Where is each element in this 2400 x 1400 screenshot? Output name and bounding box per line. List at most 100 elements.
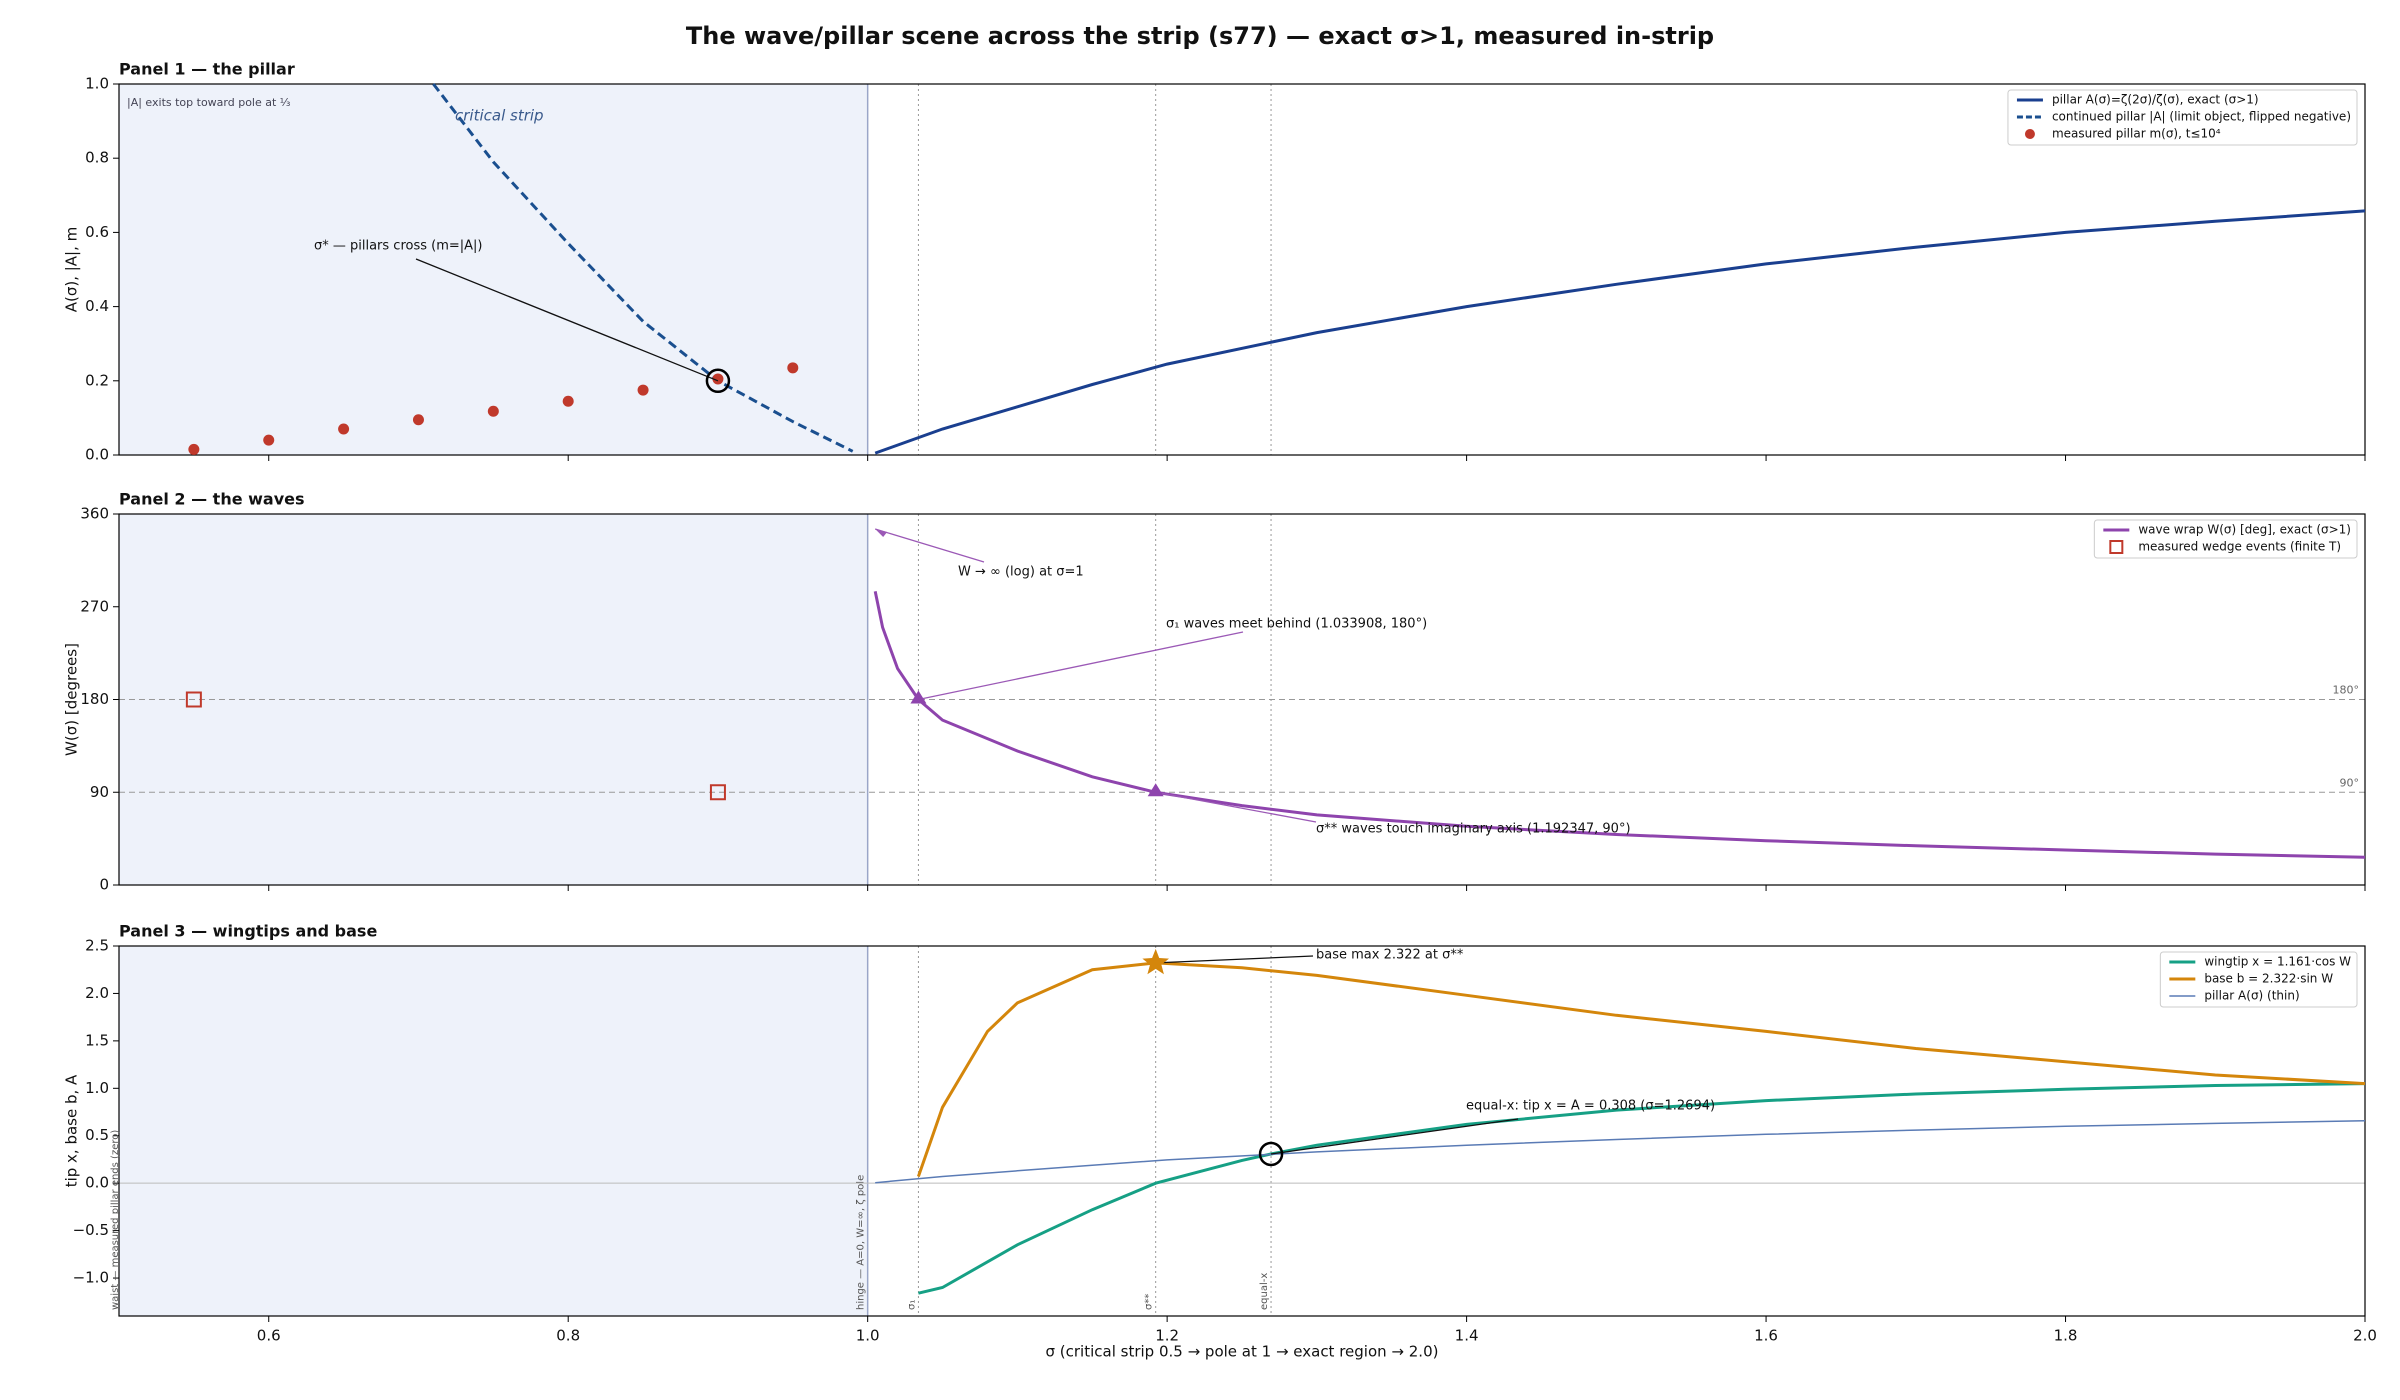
y-tick-label: −1.0	[73, 1269, 109, 1287]
annotation: W → ∞ (log) at σ=1	[958, 565, 1084, 580]
reference-label: 180°	[2333, 684, 2360, 697]
legend-box	[2093, 519, 2358, 559]
y-tick-label: 90	[90, 783, 109, 801]
y-tick-label: 1.0	[85, 1079, 109, 1097]
measured-point	[263, 434, 275, 446]
series-line	[916, 961, 2366, 1177]
reference-label: 90°	[2340, 776, 2360, 789]
panel: Panel 2 — the waves W(σ) [degrees] 0 90 180 2…	[63, 490, 2366, 894]
measured-point	[412, 414, 424, 426]
annotation-arrow	[874, 528, 985, 563]
legend-label: pillar A(σ)=ζ(2σ)/ζ(σ), exact (σ>1)	[2052, 93, 2259, 107]
y-tick-label: 360	[80, 505, 109, 523]
legend-label: wingtip x = 1.161·cos W	[2204, 955, 2351, 969]
vline-label: hinge — A=0, W=∞, ζ pole	[856, 1175, 867, 1310]
legend: pillar A(σ)=ζ(2σ)/ζ(σ), exact (σ>1) conti…	[2007, 89, 2358, 146]
panel: Panel 1 — the pillar A(σ), |A|, m 0.0 0.2 0.…	[63, 60, 2366, 464]
legend: wave wrap W(σ) [deg], exact (σ>1) measure…	[2093, 519, 2358, 559]
panel-title: Panel 1 — the pillar	[119, 60, 295, 79]
legend-swatch	[2024, 129, 2035, 139]
x-tick-label: 1.0	[856, 1327, 880, 1345]
annotation-arrow	[918, 631, 1244, 701]
legend-box	[2007, 89, 2358, 146]
y-tick-label: 0	[99, 876, 109, 894]
legend-label: wave wrap W(σ) [deg], exact (σ>1)	[2138, 523, 2351, 537]
measured-point	[487, 405, 499, 417]
series-line	[432, 83, 854, 453]
annotation: equal-x: tip x = A = 0.308 (σ=1.2694)	[1466, 1099, 1715, 1114]
x-tick-label: 1.6	[1754, 1327, 1778, 1345]
y-tick-label: 180	[80, 690, 109, 708]
y-tick-label: 1.0	[85, 75, 109, 93]
y-tick-label: 270	[80, 597, 109, 615]
annotation: base max 2.322 at σ**	[1316, 948, 1464, 963]
y-tick-label: 0.5	[85, 1126, 109, 1144]
arrow-head	[875, 529, 888, 537]
wedge-event	[709, 784, 726, 801]
y-tick-label: 0.0	[85, 1174, 109, 1192]
panel: Panel 3 — wingtips and base tip x, base b…	[63, 922, 2377, 1345]
x-tick-label: 1.8	[2054, 1327, 2078, 1345]
y-axis-label: tip x, base b, A	[63, 1074, 81, 1187]
plot-frame	[118, 513, 2366, 886]
highlight-circle	[705, 368, 731, 394]
series-line	[874, 209, 2366, 455]
x-tick-label: 0.6	[257, 1327, 281, 1345]
legend-label: measured wedge events (finite T)	[2138, 540, 2341, 554]
event-triangle	[910, 690, 927, 704]
plot-frame	[118, 83, 2366, 456]
measured-point	[562, 395, 574, 407]
measured-point	[338, 423, 350, 435]
vline-label: σ₁	[906, 1300, 917, 1310]
series-line	[918, 1082, 2366, 1295]
measured-point	[787, 362, 799, 374]
legend: wingtip x = 1.161·cos W base b = 2.322·si…	[2159, 951, 2358, 1008]
annotation-arrow	[1155, 791, 1317, 823]
wedge-event	[185, 691, 202, 708]
series-line	[873, 590, 2366, 859]
event-triangle	[1147, 783, 1164, 797]
y-tick-label: 0.6	[85, 223, 109, 241]
annotation-arrow	[415, 258, 719, 382]
legend-box	[2159, 951, 2358, 1008]
annotation-arrow	[1155, 955, 1314, 964]
x-tick-label: 1.4	[1455, 1327, 1479, 1345]
annotation: waist — measured pillar ends (zero)	[110, 1130, 121, 1310]
annotation: |A| exits top toward pole at ⅓	[127, 96, 291, 109]
y-tick-label: 2.0	[85, 984, 109, 1002]
y-tick-label: 0.4	[85, 297, 109, 315]
panel-title: Panel 3 — wingtips and base	[119, 922, 377, 941]
y-tick-label: 0.0	[85, 446, 109, 464]
y-axis-label: A(σ), |A|, m	[63, 227, 81, 313]
legend-label: pillar A(σ) (thin)	[2204, 989, 2299, 1003]
y-axis-label: W(σ) [degrees]	[63, 643, 81, 756]
legend-swatch	[2109, 540, 2124, 554]
y-tick-label: 2.5	[85, 937, 109, 955]
legend-label: base b = 2.322·sin W	[2204, 972, 2333, 986]
y-tick-label: 0.8	[85, 149, 109, 167]
x-tick-label: 0.8	[556, 1327, 580, 1345]
highlight-circle	[1258, 1141, 1284, 1167]
max-star	[1142, 948, 1169, 975]
y-tick-label: 1.5	[85, 1031, 109, 1049]
vline-label: equal-x	[1259, 1273, 1270, 1310]
annotation: σ₁ waves meet behind (1.033908, 180°)	[1166, 617, 1427, 632]
critical-strip-shade	[119, 84, 868, 455]
vline-label: σ**	[1144, 1294, 1155, 1310]
plot-frame	[118, 945, 2366, 1317]
x-axis-label: σ (critical strip 0.5 → pole at 1 → exac…	[1046, 1343, 1439, 1361]
y-tick-label: −0.5	[73, 1221, 109, 1239]
panel-title: Panel 2 — the waves	[119, 490, 305, 509]
legend-label: measured pillar m(σ), t≤10⁴	[2052, 127, 2221, 141]
y-tick-label: 0.2	[85, 371, 109, 389]
annotation: σ* — pillars cross (m=|A|)	[314, 239, 483, 254]
figure-title: The wave/pillar scene across the strip (…	[686, 22, 1714, 50]
measured-point	[188, 443, 200, 455]
critical-strip-shade	[119, 946, 868, 1316]
annotation-arrow	[1270, 1118, 1519, 1155]
x-tick-label: 2.0	[2353, 1327, 2377, 1345]
annotation: critical strip	[455, 107, 544, 125]
legend-label: continued pillar |A| (limit object, flip…	[2052, 110, 2351, 124]
measured-point	[712, 373, 724, 385]
